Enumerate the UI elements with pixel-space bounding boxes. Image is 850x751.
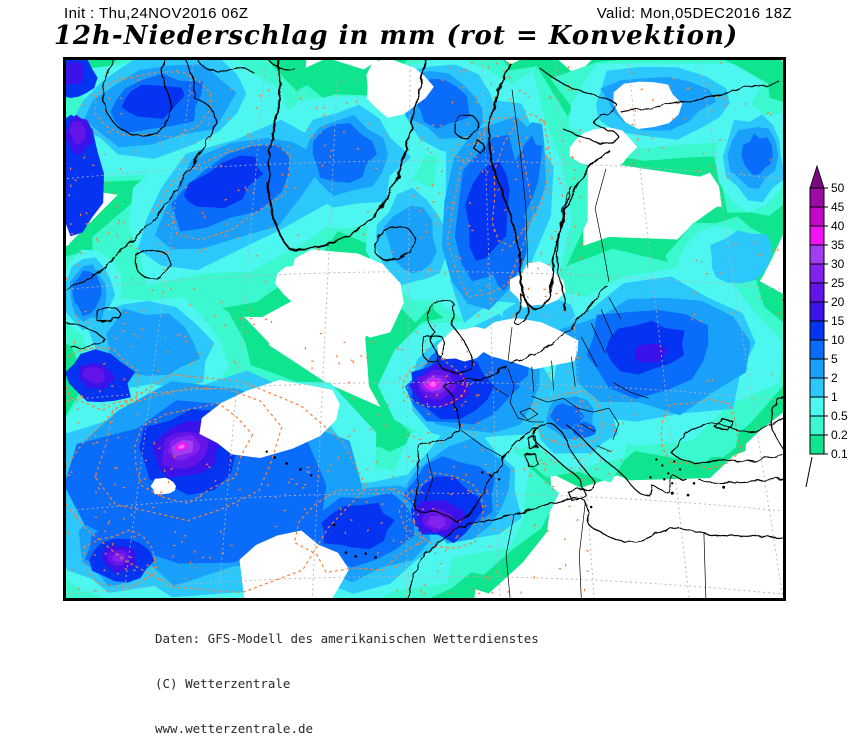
legend-tick-label: 1 (831, 390, 838, 404)
legend-tick-label: 35 (831, 238, 845, 252)
graticule (66, 60, 783, 598)
legend-tick-label: 20 (831, 295, 845, 309)
map-svg (66, 60, 783, 598)
attribution-line-3: www.wetterzentrale.de (155, 721, 314, 736)
precipitation-layer (66, 60, 783, 598)
attribution-line-2: (C) Wetterzentrale (155, 676, 291, 691)
country-borders (424, 89, 707, 598)
legend-svg: 50 45 40 35 30 25 20 15 10 5 2 1 0.5 0.2 0.1 (805, 164, 848, 488)
legend-tick-label: 15 (831, 314, 845, 328)
init-label: Init : Thu,24NOV2016 06Z (64, 5, 249, 22)
page: { "header": { "init": "Init : Thu,24NOV2… (53, 5, 850, 736)
precip-scale-legend: 50 45 40 35 30 25 20 15 10 5 2 1 0.5 0.2 0.1 (803, 162, 850, 502)
island-dots (265, 450, 726, 559)
legend-tick-label: 25 (831, 276, 845, 290)
attribution: Daten: GFS-Modell des amerikanischen Wet… (155, 601, 539, 751)
valid-label: Valid: Mon,05DEC2016 18Z (596, 5, 792, 22)
legend-tick-label: 0.5 (831, 409, 848, 423)
legend-tick-label: 10 (831, 333, 845, 347)
attribution-line-1: Daten: GFS-Modell des amerikanischen Wet… (155, 631, 539, 646)
legend-tick-label: 5 (831, 352, 838, 366)
weather-map (63, 57, 786, 601)
coastlines (66, 60, 783, 598)
legend-tick-label: 30 (831, 257, 845, 271)
legend-tick-label: 2 (831, 371, 838, 385)
convection-contours (66, 61, 783, 596)
map-title: 12h-Niederschlag in mm (rot = Konvektion… (53, 21, 739, 51)
legend-tick-label: 45 (831, 200, 845, 214)
legend-tick-label: 40 (831, 219, 845, 233)
legend-tick-label: 0.1 (831, 447, 848, 461)
legend-tick-label: 50 (831, 181, 845, 195)
legend-tick-label: 0.2 (831, 428, 848, 442)
